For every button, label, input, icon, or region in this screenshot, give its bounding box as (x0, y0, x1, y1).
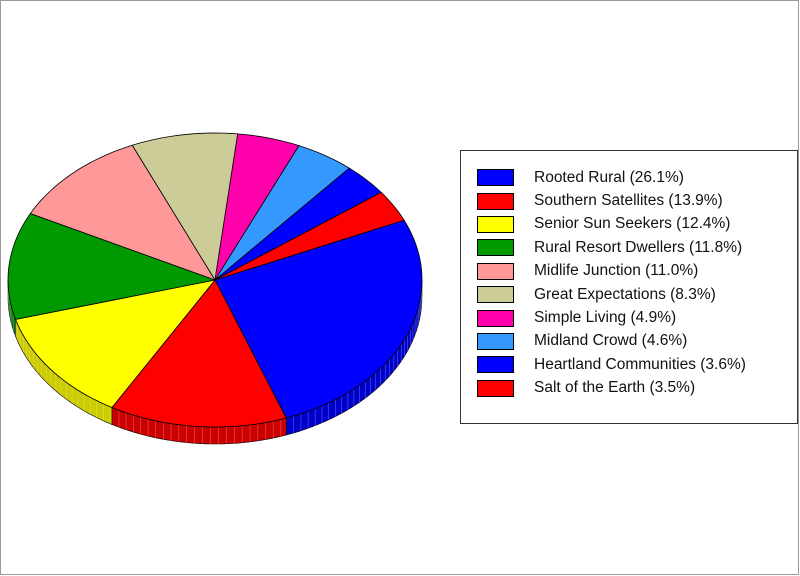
legend-label: Midland Crowd (4.6%) (534, 332, 688, 350)
slice-3 (7, 213, 217, 320)
legend-label: Rural Resort Dwellers (11.8%) (534, 238, 743, 256)
legend-item: Midlife Junction (11.0%) (477, 260, 797, 283)
legend-item: Rural Resort Dwellers (11.8%) (477, 236, 797, 259)
slice-6 (214, 133, 300, 281)
legend-swatch (477, 286, 514, 304)
legend-label: Senior Sun Seekers (12.4%) (534, 215, 731, 233)
legend-swatch (477, 309, 514, 327)
chart-legend: Rooted Rural (26.1%) Southern Satellites … (460, 150, 798, 424)
legend-swatch (477, 379, 514, 397)
legend-label: Rooted Rural (26.1%) (534, 168, 684, 186)
legend-item: Senior Sun Seekers (12.4%) (477, 213, 797, 236)
legend-item: Heartland Communities (3.6%) (477, 353, 797, 376)
slice-8 (214, 167, 382, 281)
legend-swatch (477, 192, 514, 210)
legend-label: Southern Satellites (13.9%) (534, 192, 723, 210)
legend-label: Salt of the Earth (3.5%) (534, 379, 696, 397)
slice-9 (214, 191, 405, 281)
legend-item: Southern Satellites (13.9%) (477, 189, 797, 212)
slice-0 (214, 219, 423, 419)
legend-label: Heartland Communities (3.6%) (534, 355, 746, 373)
slice-5 (131, 132, 239, 282)
legend-label: Great Expectations (8.3%) (534, 285, 716, 303)
legend-swatch (477, 332, 514, 350)
legend-item: Great Expectations (8.3%) (477, 283, 797, 306)
legend-swatch (477, 239, 514, 257)
legend-item: Midland Crowd (4.6%) (477, 330, 797, 353)
slice-4 (29, 144, 216, 281)
legend-swatch (477, 356, 514, 374)
legend-item: Salt of the Earth (3.5%) (477, 377, 797, 400)
slice-1 (111, 279, 287, 428)
legend-swatch (477, 262, 514, 280)
legend-swatch (477, 169, 514, 187)
legend-item: Simple Living (4.9%) (477, 306, 797, 329)
slice-7 (214, 145, 351, 281)
legend-swatch (477, 215, 514, 233)
slice-2 (15, 279, 217, 408)
legend-label: Simple Living (4.9%) (534, 309, 677, 327)
legend-item: Rooted Rural (26.1%) (477, 166, 797, 189)
legend-label: Midlife Junction (11.0%) (534, 262, 699, 280)
